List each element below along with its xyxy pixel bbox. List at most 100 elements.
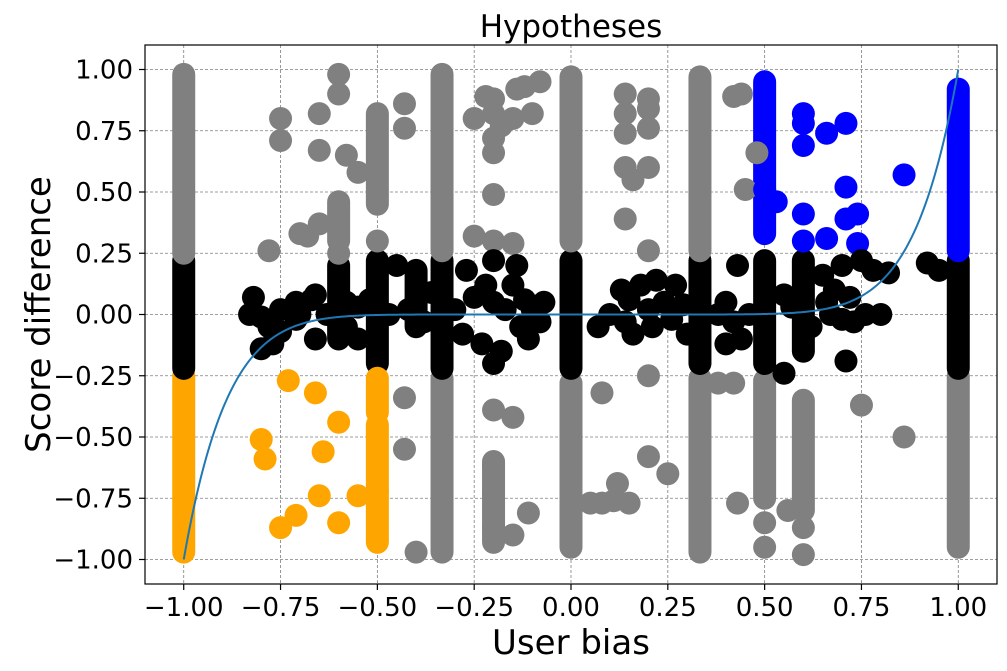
data-point xyxy=(346,484,370,508)
x-tick-label: 0.75 xyxy=(833,593,891,623)
data-point xyxy=(365,229,389,253)
data-point xyxy=(753,535,777,559)
data-point xyxy=(420,280,444,304)
data-point xyxy=(834,111,858,135)
data-point xyxy=(327,511,351,535)
data-point xyxy=(892,163,916,187)
data-point xyxy=(652,290,676,314)
data-point xyxy=(605,472,629,496)
data-point xyxy=(815,227,839,251)
data-point xyxy=(636,445,660,469)
data-point xyxy=(613,102,637,126)
data-point xyxy=(849,393,873,417)
data-point xyxy=(617,491,641,515)
data-point xyxy=(327,410,351,434)
data-point xyxy=(532,290,556,314)
data-point xyxy=(334,143,358,167)
data-point xyxy=(307,102,331,126)
data-point xyxy=(269,129,293,153)
data-point xyxy=(501,523,525,547)
y-axis-label: Score difference xyxy=(19,176,59,453)
data-point xyxy=(834,175,858,199)
data-point xyxy=(462,107,486,130)
data-point xyxy=(482,481,506,505)
data-point xyxy=(257,239,281,263)
data-point xyxy=(516,327,540,351)
data-point xyxy=(780,295,804,319)
data-point xyxy=(726,254,750,277)
data-point xyxy=(726,491,750,515)
data-point xyxy=(613,207,637,231)
data-point xyxy=(644,268,668,292)
data-point xyxy=(640,315,664,339)
y-tick-label: −1.00 xyxy=(53,546,133,576)
data-point xyxy=(722,371,746,395)
data-point xyxy=(776,499,800,522)
x-tick-label: −1.00 xyxy=(144,593,224,623)
data-point xyxy=(470,332,494,356)
data-point xyxy=(482,454,506,478)
data-point xyxy=(346,327,370,351)
data-point xyxy=(385,254,409,277)
data-point xyxy=(664,273,688,297)
data-point xyxy=(520,102,544,126)
data-point xyxy=(358,288,382,312)
y-tick-label: −0.25 xyxy=(53,362,133,392)
y-tick-label: 0.75 xyxy=(75,117,133,147)
data-point xyxy=(482,516,506,540)
data-point xyxy=(733,178,757,202)
data-point xyxy=(791,111,815,135)
data-point xyxy=(528,70,552,94)
data-point xyxy=(482,398,506,422)
y-tick-label: 0.25 xyxy=(75,239,133,269)
y-tick-label: 0.00 xyxy=(75,301,133,331)
data-point xyxy=(241,285,265,309)
data-point xyxy=(315,303,339,326)
data-point xyxy=(815,121,839,145)
data-point xyxy=(656,462,680,486)
data-point xyxy=(671,293,695,317)
data-point xyxy=(869,303,893,326)
fit-curve xyxy=(182,69,960,560)
data-point xyxy=(621,322,645,346)
data-point xyxy=(392,437,416,461)
data-point xyxy=(276,369,300,393)
data-point xyxy=(528,310,552,334)
data-point xyxy=(830,254,854,277)
data-point xyxy=(505,254,529,277)
data-point xyxy=(791,202,815,226)
data-point xyxy=(311,440,335,464)
data-point xyxy=(392,116,416,140)
data-point xyxy=(303,283,327,307)
data-point xyxy=(613,82,637,106)
data-point xyxy=(753,511,777,535)
data-point xyxy=(613,121,637,145)
data-point xyxy=(443,298,467,322)
y-tick-label: −0.50 xyxy=(53,423,133,453)
data-point xyxy=(846,202,870,226)
data-point xyxy=(327,82,351,106)
data-point xyxy=(482,229,506,253)
data-point xyxy=(412,310,436,334)
data-point xyxy=(729,82,753,106)
y-tick-label: 0.50 xyxy=(75,178,133,208)
x-tick-label: 0.50 xyxy=(736,593,794,623)
data-point xyxy=(834,349,858,373)
x-tick-label: 0.25 xyxy=(639,593,697,623)
data-point xyxy=(249,427,273,451)
data-point xyxy=(846,231,870,255)
data-point xyxy=(296,224,320,248)
data-point xyxy=(327,241,351,265)
data-point xyxy=(501,405,525,429)
y-tick-label: 1.00 xyxy=(75,56,133,86)
data-point xyxy=(489,339,513,363)
data-point xyxy=(307,138,331,162)
data-point xyxy=(327,62,351,86)
x-tick-label: 0.00 xyxy=(542,593,600,623)
x-tick-label: −0.75 xyxy=(241,593,321,623)
data-point xyxy=(284,503,308,527)
data-point xyxy=(714,290,738,314)
data-point xyxy=(636,97,660,121)
data-point xyxy=(745,141,769,165)
